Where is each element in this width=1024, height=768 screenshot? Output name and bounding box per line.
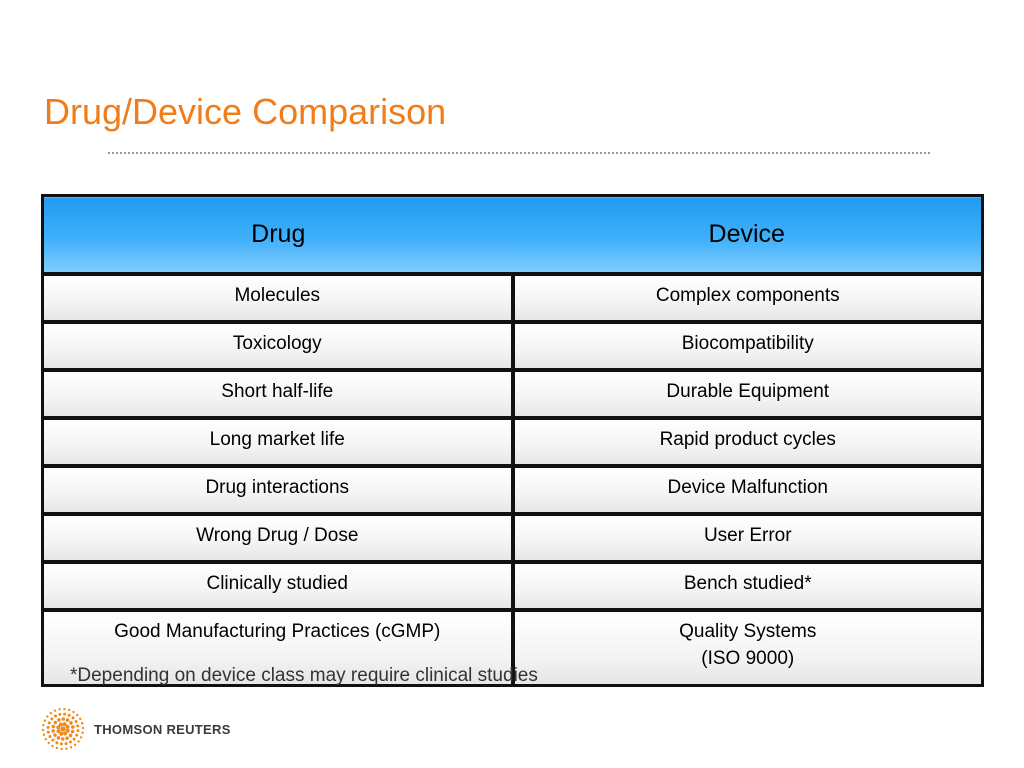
table-row: Molecules Complex components: [42, 274, 983, 322]
table-row: Long market life Rapid product cycles: [42, 416, 983, 466]
table-header-row: Drug Device: [42, 195, 983, 276]
drug-cell: Toxicology: [42, 320, 513, 370]
thomson-reuters-dot-icon: [41, 707, 85, 751]
company-logo: THOMSON REUTERS: [40, 706, 270, 752]
drug-cell: Long market life: [42, 416, 513, 466]
header-device: Device: [512, 195, 983, 276]
table-row: Drug interactions Device Malfunction: [42, 464, 983, 514]
drug-cell: Good Manufacturing Practices (cGMP): [42, 608, 513, 686]
table-row: Good Manufacturing Practices (cGMP) Qual…: [42, 608, 983, 686]
table-row: Wrong Drug / Dose User Error: [42, 512, 983, 562]
device-cell: Durable Equipment: [510, 368, 983, 418]
device-cell: Complex components: [510, 274, 983, 322]
drug-cell: Wrong Drug / Dose: [42, 512, 513, 562]
logo-wordmark: THOMSON REUTERS: [94, 722, 231, 737]
table-row: Clinically studied Bench studied*: [42, 560, 983, 610]
drug-cell: Molecules: [42, 274, 513, 322]
drug-cell: Drug interactions: [42, 464, 513, 514]
table-row: Toxicology Biocompatibility: [42, 320, 983, 370]
slide-title: Drug/Device Comparison: [44, 91, 447, 132]
device-cell: Rapid product cycles: [510, 416, 983, 466]
device-cell: Device Malfunction: [510, 464, 983, 514]
table-row: Short half-life Durable Equipment: [42, 368, 983, 418]
drug-cell: Clinically studied: [42, 560, 513, 610]
comparison-table: Drug Device Molecules Complex components…: [41, 194, 984, 687]
drug-cell: Short half-life: [42, 368, 513, 418]
device-cell: Quality Systems (ISO 9000): [510, 608, 983, 686]
device-cell: Bench studied*: [510, 560, 983, 610]
header-drug: Drug: [42, 195, 513, 276]
footnote: *Depending on device class may require c…: [70, 665, 538, 686]
device-cell: Biocompatibility: [510, 320, 983, 370]
title-divider: [108, 152, 930, 154]
device-cell: User Error: [510, 512, 983, 562]
